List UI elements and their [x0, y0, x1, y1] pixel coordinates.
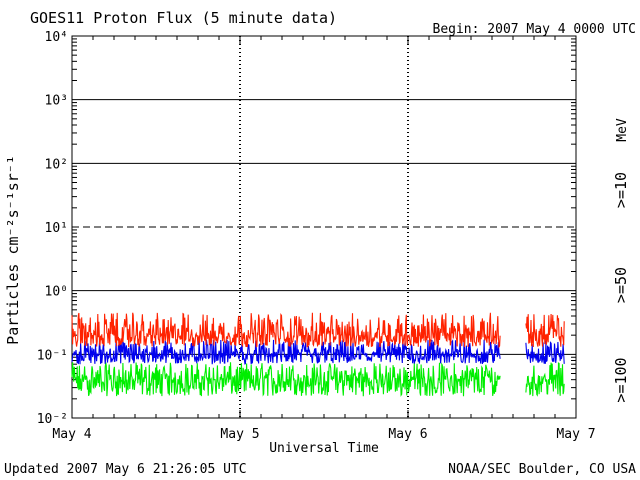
series-line-ge100 [71, 362, 565, 397]
series-line-ge50 [71, 339, 565, 365]
y-tick-label: 10⁰ [45, 285, 68, 300]
updated-label: Updated 2007 May 6 21:26:05 UTC [4, 462, 247, 477]
x-tick-label: May 5 [220, 427, 259, 442]
legend-ge10: >=10 [612, 172, 630, 208]
legend-ge50: >=50 [612, 267, 630, 303]
series-group [71, 312, 565, 397]
y-tick-label: 10¹ [45, 221, 68, 236]
x-tick-label: May 6 [388, 427, 427, 442]
begin-label: Begin: 2007 May 4 0000 UTC [433, 22, 637, 37]
chart-title: GOES11 Proton Flux (5 minute data) [30, 9, 337, 27]
y-tick-label: 10² [45, 157, 68, 172]
x-tick-label: May 4 [52, 427, 91, 442]
y-tick-label: 10⁻¹ [37, 348, 68, 363]
legend-units: MeV [615, 118, 630, 142]
y-tick-labels: 10⁻² 10⁻¹ 10⁰ 10¹ 10² 10³ 10⁴ [37, 30, 68, 427]
x-axis-label: Universal Time [269, 441, 379, 456]
y-tick-label: 10⁻² [37, 412, 68, 427]
credit-label: NOAA/SEC Boulder, CO USA [448, 462, 636, 477]
series-line-ge10 [71, 312, 565, 349]
legend-ge100: >=100 [612, 357, 630, 402]
x-tick-label: May 7 [556, 427, 595, 442]
y-tick-label: 10³ [45, 94, 68, 109]
x-tick-labels: May 4 May 5 May 6 May 7 [52, 427, 595, 442]
y-axis-label: Particles cm⁻²s⁻¹sr⁻¹ [4, 155, 22, 345]
y-tick-label: 10⁴ [45, 30, 68, 45]
